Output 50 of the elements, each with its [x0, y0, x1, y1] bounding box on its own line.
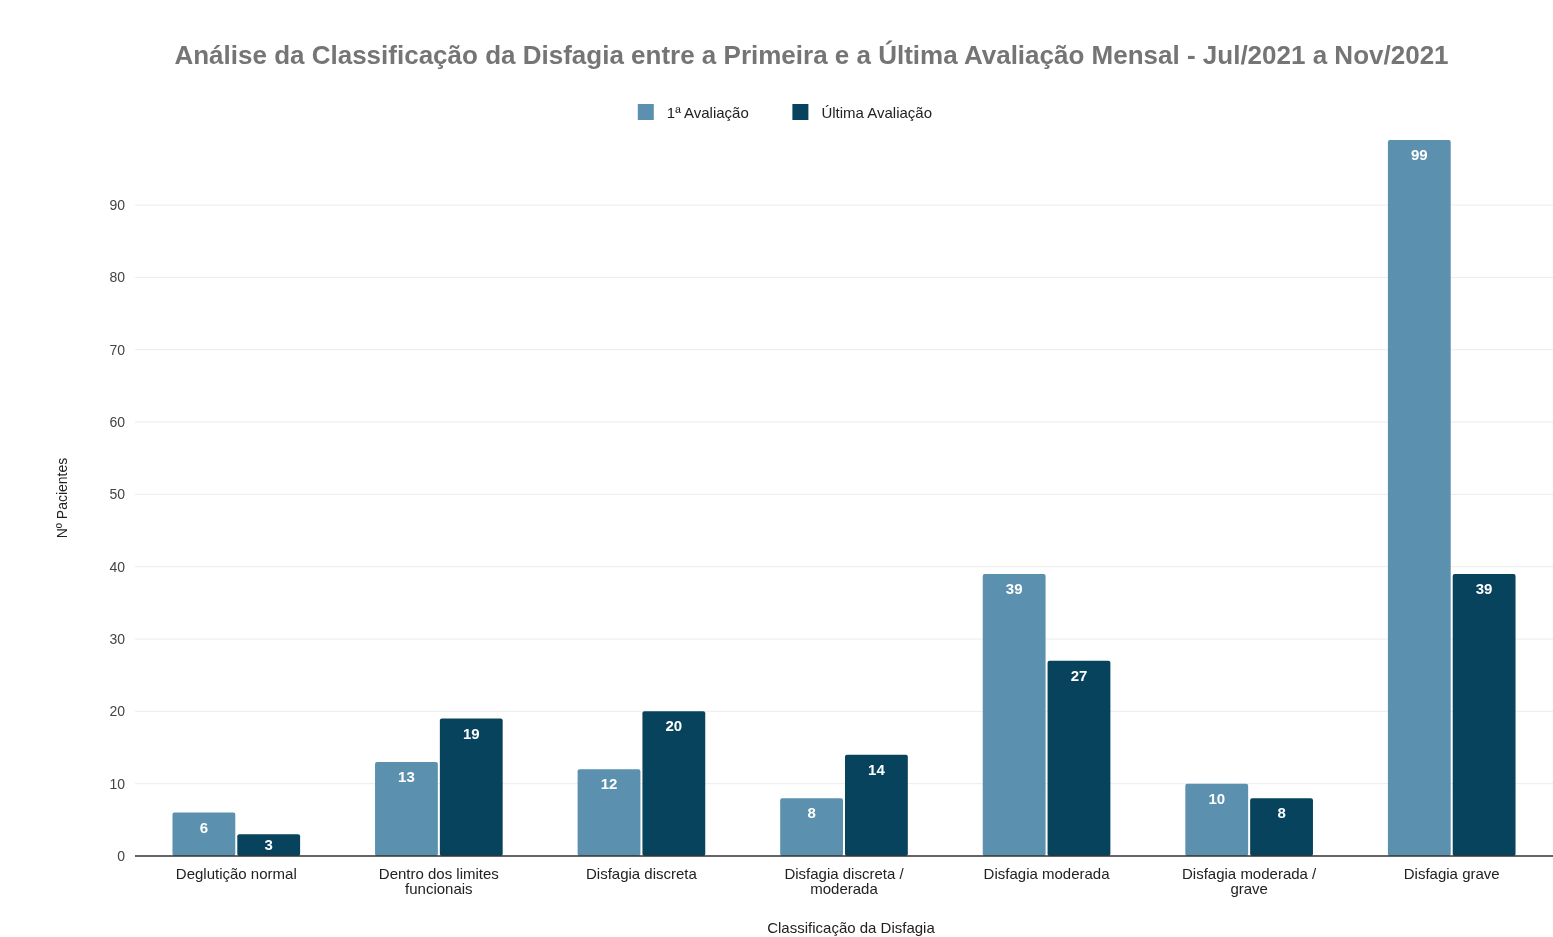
- y-tick-label: 50: [109, 486, 126, 503]
- bar: [1452, 573, 1516, 856]
- legend-label: 1ª Avaliação: [666, 104, 749, 121]
- bar: [237, 834, 301, 856]
- data-label: 19: [462, 724, 480, 742]
- bar: [439, 718, 503, 856]
- bar: [577, 769, 641, 856]
- data-label: 10: [1208, 789, 1226, 807]
- chart-title: Análise da Classificação da Disfagia entre a Primeira e a Última Avaliação Mensal - Jul/2021 a Nov/2021: [174, 40, 1449, 70]
- x-tick-label: Disfagia moderada: [983, 865, 1111, 882]
- y-tick-label: 70: [109, 341, 126, 358]
- data-label: 13: [398, 767, 415, 785]
- bar: [845, 754, 908, 856]
- data-label: 27: [1070, 666, 1088, 684]
- data-label: 20: [665, 717, 683, 735]
- x-tick-label: Deglutição normal: [175, 865, 297, 882]
- y-tick-label: 40: [109, 558, 126, 575]
- bar: [642, 711, 706, 856]
- y-tick-label: 90: [109, 197, 126, 214]
- x-axis-title: Classificação da Disfagia: [767, 919, 936, 936]
- bar: [982, 573, 1046, 856]
- y-tick-label: 60: [109, 414, 126, 431]
- bar: [1047, 660, 1111, 856]
- x-tick-label: Disfagia moderada / grave: [1182, 865, 1318, 897]
- bar: [1250, 798, 1313, 856]
- y-tick-label: 0: [117, 848, 126, 864]
- y-tick-label: 20: [109, 703, 126, 720]
- data-label: 39: [1005, 579, 1023, 597]
- data-label: 6: [199, 818, 209, 836]
- bar: [172, 812, 236, 856]
- x-tick-label: Disfagia discreta / moderada: [784, 865, 905, 897]
- data-label: 8: [1277, 804, 1286, 822]
- legend-label: Última Avaliação: [821, 104, 933, 121]
- x-tick-label: Disfagia discreta: [585, 865, 698, 882]
- y-axis-title: Nº Pacientes: [54, 457, 70, 539]
- data-label: 99: [1410, 146, 1428, 163]
- bar: [1387, 140, 1451, 856]
- x-tick-label: Dentro dos limites funcionais: [378, 865, 499, 897]
- data-label: 12: [600, 775, 618, 793]
- data-label: 14: [868, 760, 886, 778]
- y-tick-label: 80: [109, 269, 126, 286]
- data-label: 39: [1475, 579, 1493, 597]
- data-label: 3: [264, 836, 273, 854]
- data-label: 8: [807, 804, 816, 822]
- bar: [375, 761, 438, 856]
- bar: [1185, 783, 1249, 856]
- x-tick-label: Disfagia grave: [1403, 865, 1500, 882]
- y-tick-label: 30: [109, 631, 126, 648]
- bar: [780, 798, 843, 856]
- y-tick-label: 10: [109, 775, 126, 792]
